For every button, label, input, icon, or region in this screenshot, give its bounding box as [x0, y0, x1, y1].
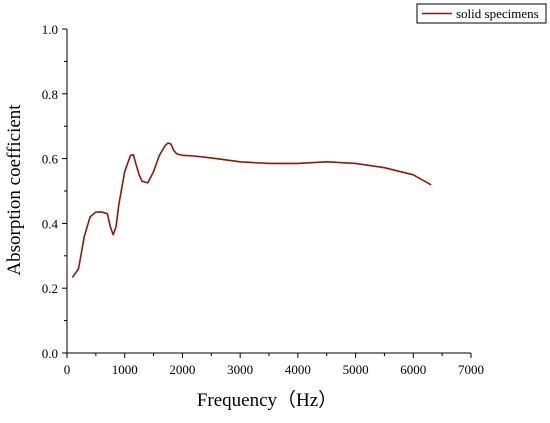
- x-tick-label: 5000: [343, 362, 369, 377]
- y-tick-label: 0.4: [42, 216, 59, 231]
- x-axis-title: Frequency（Hz）: [197, 389, 337, 411]
- legend-label: solid specimens: [456, 6, 539, 21]
- y-tick-label: 0.2: [42, 281, 58, 296]
- x-tick-label: 2000: [169, 362, 195, 377]
- axes-layer: [66, 29, 471, 354]
- legend-box: [416, 3, 547, 24]
- x-tick-label: 6000: [400, 362, 426, 377]
- y-tick-label: 0.8: [42, 87, 58, 102]
- x-tick-label: 7000: [458, 362, 484, 377]
- legend: solid specimens: [416, 3, 547, 24]
- y-tick-label: 1.0: [42, 22, 58, 37]
- x-tick-label: 3000: [227, 362, 253, 377]
- series-line-solid-specimens: [71, 142, 432, 278]
- y-axis-title: Absorption coefficient: [4, 104, 25, 276]
- y-tick-label: 0.0: [42, 346, 58, 361]
- x-tick-label: 0: [64, 362, 71, 377]
- ticks-layer: 0 1000 2000 3000 4000 5000 6000 7000 0.0 0.2 0.4 0.…: [42, 22, 484, 377]
- y-tick-label: 0.6: [42, 152, 59, 167]
- x-tick-label: 1000: [112, 362, 138, 377]
- series-layer: [71, 142, 432, 278]
- x-tick-label: 4000: [285, 362, 311, 377]
